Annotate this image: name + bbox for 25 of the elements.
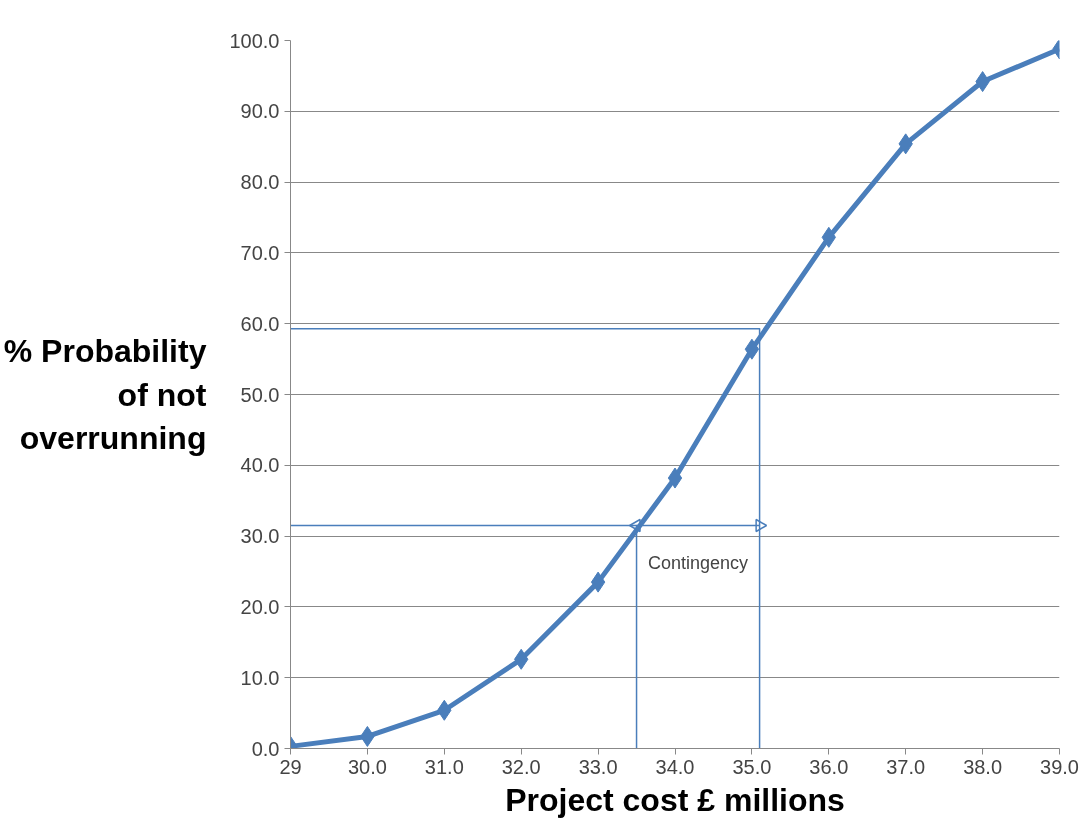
annotation: Contingency [648,553,749,574]
x-tick-label: 31.0 [424,755,464,778]
x-axis-title: Project cost £ millions [505,781,845,818]
x-tick-label: 34.0 [655,755,695,778]
x-tick-label: 32.0 [501,755,541,778]
x-tick-label: 38.0 [963,755,1003,778]
x-tick-label: 33.0 [578,755,618,778]
x-tick-label: 30.0 [347,755,387,778]
y-tick-label: 50.0 [240,383,280,406]
y-tick-label: 70.0 [240,241,280,264]
y-tick-label: 90.0 [240,100,280,123]
y-tick-label: 20.0 [240,595,280,618]
y-tick-label: 0.0 [251,737,280,760]
y-tick-label: 80.0 [240,171,280,194]
x-tick-label: 36.0 [809,755,849,778]
x-tick-label: 29 [279,755,302,778]
y-axis-title: % Probability of not overrunning [3,333,207,456]
x-tick-label: 35.0 [732,755,772,778]
y-tick-label: 30.0 [240,525,280,548]
y-tick-label: 10.0 [240,666,280,689]
y-tick-label: 60.0 [240,312,280,335]
y-tick-label: 40.0 [240,454,280,477]
x-tick-label: 37.0 [886,755,926,778]
y-tick-label: 100.0 [229,29,280,52]
x-tick-label: 39.0 [1040,755,1079,778]
